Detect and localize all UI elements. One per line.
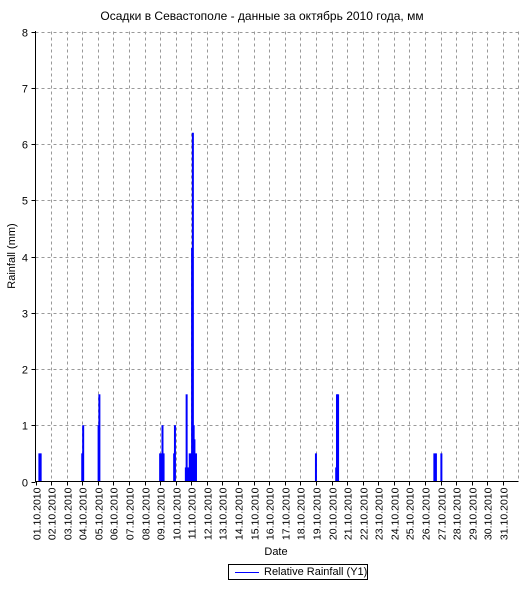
x-tick-label: 19.10.2010 (312, 487, 324, 540)
x-tick-label: 22.10.2010 (359, 487, 371, 540)
x-tick-label: 12.10.2010 (203, 487, 215, 540)
x-tick-label: 29.10.2010 (468, 487, 480, 540)
x-tick-label: 04.10.2010 (78, 487, 90, 540)
rainfall-bar (82, 425, 85, 482)
x-tick-label: 30.10.2010 (483, 487, 495, 540)
rainfall-bar (314, 453, 317, 482)
y-tick-label: 4 (22, 253, 28, 265)
x-axis-label: Date (264, 546, 287, 558)
x-tick-label: 15.10.2010 (250, 487, 262, 540)
x-tick-label: 28.10.2010 (452, 487, 464, 540)
rainfall-bar (162, 453, 165, 482)
rainfall-bar (159, 453, 162, 482)
rainfall-bar (191, 132, 194, 482)
x-tick-label: 25.10.2010 (405, 487, 417, 540)
rainfall-bar (186, 467, 189, 482)
y-axis-ticks: 0 1 2 3 4 5 6 7 8 (22, 28, 36, 490)
x-tick-label: 09.10.2010 (156, 487, 168, 540)
legend-series-label: Relative Rainfall (Y1) (264, 566, 368, 578)
rainfall-bar (193, 439, 196, 482)
rainfall-bar (160, 453, 163, 482)
y-tick-label: 1 (22, 421, 28, 433)
rainfall-bar (440, 453, 443, 482)
x-tick-label: 26.10.2010 (421, 487, 433, 540)
x-tick-label: 01.10.2010 (32, 487, 44, 540)
x-tick-label: 05.10.2010 (94, 487, 106, 540)
x-tick-label: 31.10.2010 (499, 487, 511, 540)
rainfall-bar (39, 453, 42, 482)
x-tick-label: 11.10.2010 (187, 487, 199, 539)
rainfall-bar (188, 453, 191, 482)
rainfall-bar (337, 394, 340, 482)
x-tick-label: 07.10.2010 (125, 487, 137, 540)
x-tick-label: 03.10.2010 (63, 487, 75, 540)
x-tick-label: 27.10.2010 (437, 487, 449, 540)
legend-line-swatch (235, 572, 259, 573)
rainfall-bar (173, 425, 176, 482)
rainfall-bar (194, 453, 197, 482)
y-tick-label: 5 (22, 196, 28, 208)
x-tick-label: 13.10.2010 (218, 487, 230, 540)
chart-title: Осадки в Севастополе - данные за октябрь… (100, 9, 423, 23)
rainfall-bar (185, 394, 188, 482)
rainfall-bars (38, 132, 443, 482)
x-tick-label: 08.10.2010 (141, 487, 153, 540)
x-tick-label: 16.10.2010 (265, 487, 277, 540)
x-tick-label: 02.10.2010 (47, 487, 59, 540)
x-tick-label: 06.10.2010 (109, 487, 121, 540)
y-tick-label: 3 (22, 309, 28, 321)
x-tick-label: 20.10.2010 (328, 487, 340, 540)
y-tick-label: 0 (22, 478, 28, 490)
y-tick-label: 7 (22, 84, 28, 96)
rainfall-bar (161, 425, 164, 482)
y-tick-label: 2 (22, 365, 28, 377)
y-tick-label: 6 (22, 140, 28, 152)
x-tick-label: 14.10.2010 (234, 487, 246, 540)
x-tick-label: 17.10.2010 (281, 487, 293, 540)
rainfall-bar (433, 453, 436, 482)
rainfall-bar (98, 394, 101, 482)
grid-lines (35, 31, 519, 482)
y-axis-label: Rainfall (mm) (6, 223, 18, 288)
x-tick-label: 24.10.2010 (390, 487, 402, 540)
legend: Relative Rainfall (Y1) (228, 564, 368, 580)
x-axis-ticks: 01.10.2010 02.10.2010 03.10.2010 04.10.2010… (32, 481, 511, 540)
rainfall-bar (335, 394, 338, 482)
x-tick-label: 18.10.2010 (296, 487, 308, 540)
rainfall-bar (434, 453, 437, 482)
x-tick-label: 23.10.2010 (374, 487, 386, 540)
y-tick-label: 8 (22, 28, 28, 40)
x-tick-label: 21.10.2010 (343, 487, 355, 540)
rainfall-bar (38, 453, 41, 482)
plot-area (35, 31, 519, 482)
x-tick-label: 10.10.2010 (172, 487, 184, 540)
